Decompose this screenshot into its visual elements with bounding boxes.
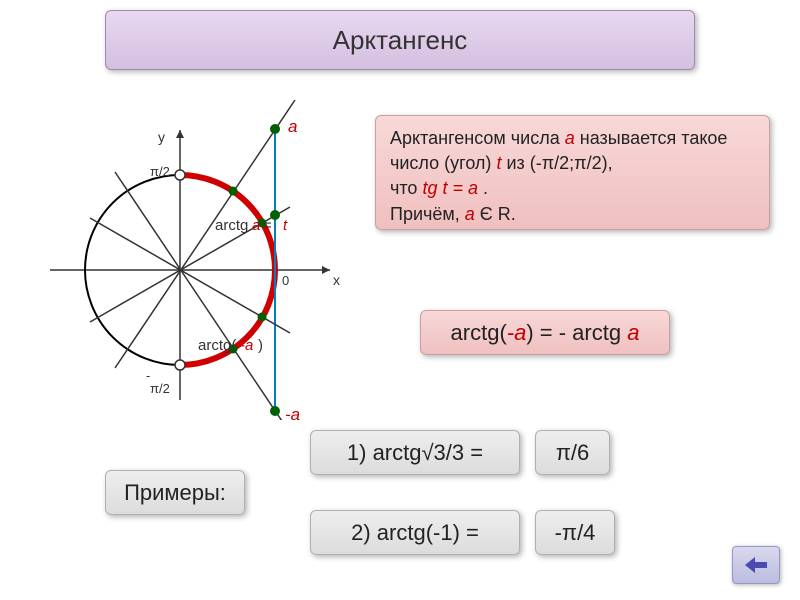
svg-text:0: 0 [282, 273, 289, 288]
arrow-left-icon [743, 555, 769, 575]
example-2-lhs: 2) arctg(-1) = [310, 510, 520, 555]
svg-text:y: y [158, 129, 165, 145]
svg-text:arctg(: arctg( [198, 337, 236, 354]
example-1-rhs: π/6 [535, 430, 610, 475]
examples-label: Примеры: [105, 470, 245, 515]
svg-text:а: а [252, 217, 260, 234]
svg-text:t: t [283, 217, 288, 234]
page-title: Арктангенс [333, 25, 468, 56]
svg-text:x: x [333, 272, 340, 288]
svg-text:π/2: π/2 [150, 164, 170, 179]
svg-text:=: = [263, 217, 272, 234]
svg-text:-а: -а [240, 337, 253, 354]
unit-circle-diagram: x y 0 π/2 - π/2 а -а arctg а = t arctg( … [30, 100, 350, 420]
def-text: Арктангенсом числа а называется такое чи… [390, 128, 727, 224]
definition-box: Арктангенсом числа а называется такое чи… [375, 115, 770, 230]
nav-back-button[interactable] [732, 546, 780, 584]
example-2-rhs: -π/4 [535, 510, 615, 555]
svg-text:π/2: π/2 [150, 381, 170, 396]
svg-text:arctg: arctg [215, 217, 248, 234]
title-box: Арктангенс [105, 10, 695, 70]
svg-text:а: а [288, 117, 297, 136]
identity-formula: arctg(-а) = - arctg a [420, 310, 670, 355]
svg-text:): ) [258, 337, 263, 354]
svg-text:-а: -а [285, 405, 300, 420]
example-1-lhs: 1) arctg√3/3 = [310, 430, 520, 475]
